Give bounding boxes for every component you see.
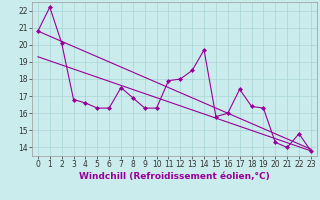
X-axis label: Windchill (Refroidissement éolien,°C): Windchill (Refroidissement éolien,°C) bbox=[79, 172, 270, 181]
